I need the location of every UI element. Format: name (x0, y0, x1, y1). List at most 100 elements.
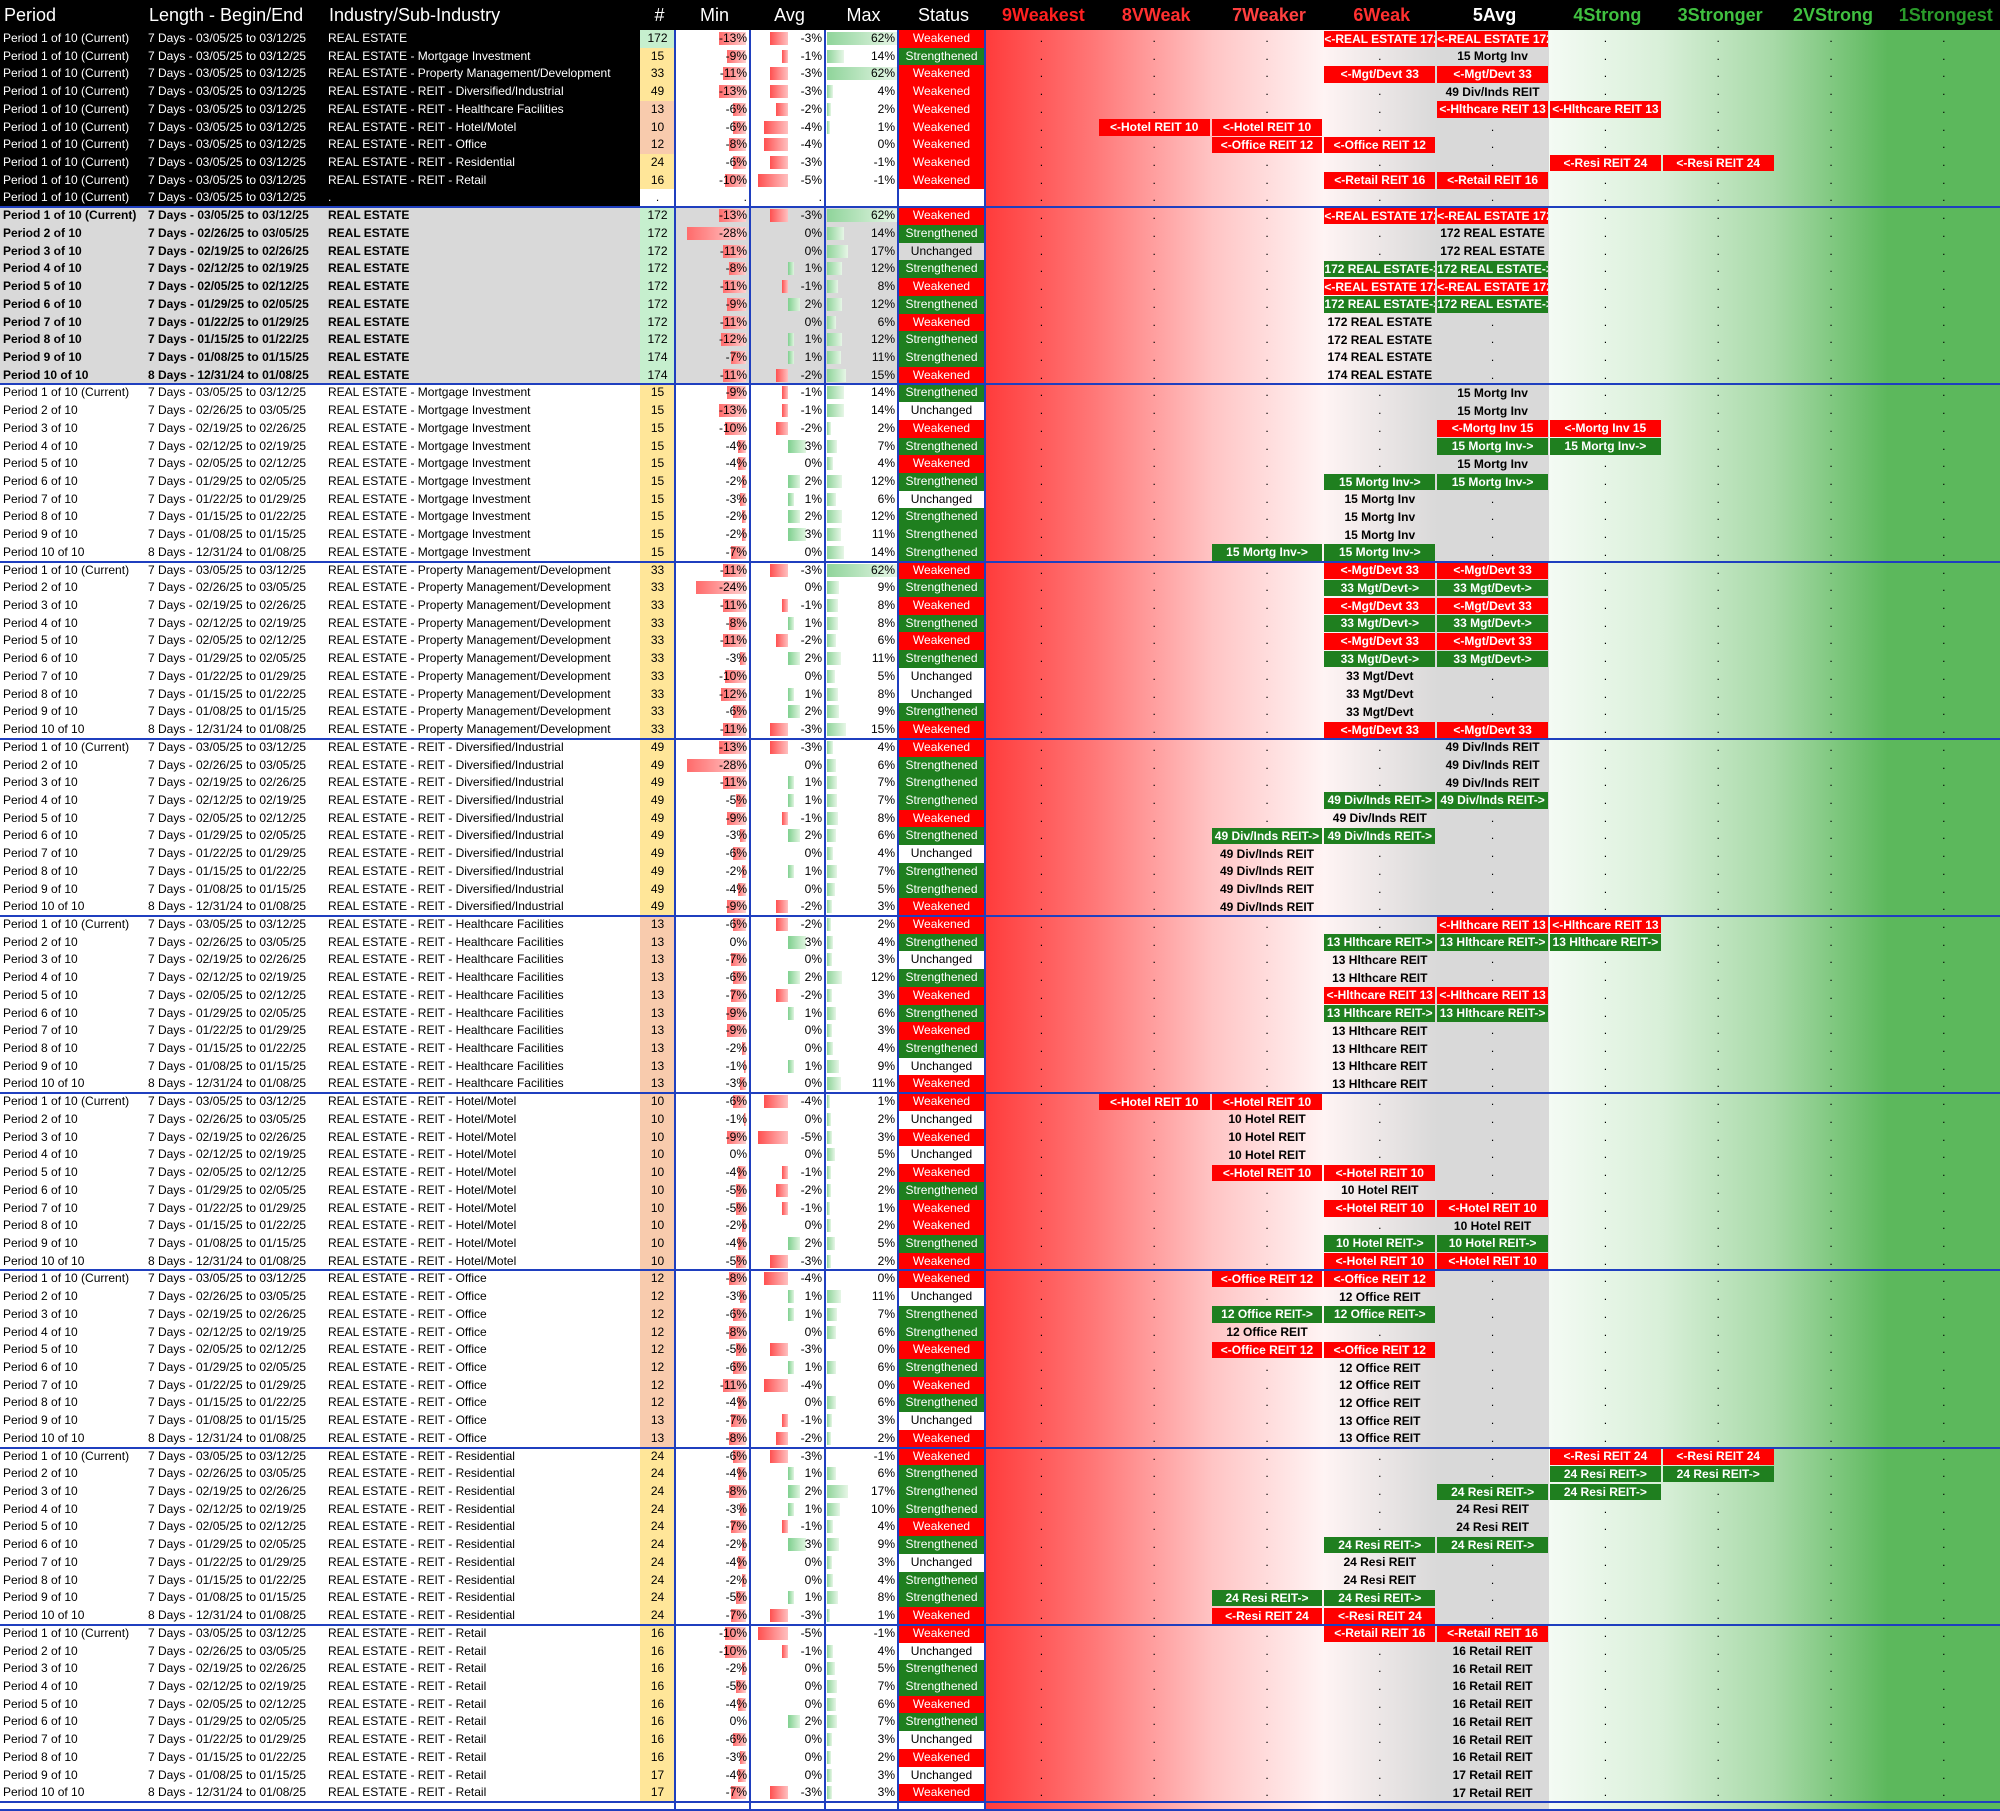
zone-badge[interactable]: 13 Hlthcare REIT-> (1437, 934, 1548, 951)
row-status[interactable]: Strengthened (898, 703, 985, 722)
row-status[interactable]: Strengthened (898, 331, 985, 349)
header-zone-6[interactable]: 6Weak (1323, 0, 1437, 30)
row-status[interactable]: Strengthened (898, 1359, 985, 1377)
row-status[interactable]: Weakened (898, 721, 985, 739)
zone-badge[interactable]: 24 Resi REIT-> (1324, 1589, 1436, 1607)
header-zone-4[interactable]: 4Strong (1549, 0, 1662, 30)
zone-badge[interactable]: 33 Mgt/Devt (1346, 704, 1414, 719)
zone-badge[interactable]: 172 REAL ESTATE (1440, 244, 1545, 259)
zone-badge[interactable]: 15 Mortg Inv (1344, 527, 1416, 542)
row-status[interactable]: Weakened (898, 65, 985, 84)
zone-badge[interactable]: 49 Div/Inds REIT (1332, 811, 1427, 826)
row-status[interactable]: Unchanged (910, 1058, 973, 1073)
row-status[interactable]: Strengthened (898, 969, 985, 987)
zone-badge[interactable]: 49 Div/Inds REIT (1445, 775, 1540, 790)
zone-badge[interactable]: 10 Hotel REIT (1228, 1147, 1306, 1162)
zone-badge[interactable]: 33 Mgt/Devt (1346, 669, 1414, 684)
zone-badge[interactable]: <-Hotel REIT 10 (1211, 1093, 1323, 1111)
zone-badge[interactable]: <-Hlthcare REIT 13 (1437, 916, 1548, 934)
row-status[interactable]: Weakened (898, 1376, 985, 1395)
row-status[interactable]: Strengthened (898, 47, 985, 66)
zone-badge[interactable]: 16 Retail REIT (1452, 1750, 1533, 1765)
row-status[interactable]: Unchanged (910, 403, 973, 418)
zone-badge[interactable]: 12 Office REIT (1339, 1378, 1421, 1393)
zone-badge[interactable]: <-REAL ESTATE 172 (1324, 30, 1436, 48)
zone-badge[interactable]: <-Office REIT 12 (1324, 1341, 1436, 1359)
zone-badge[interactable]: 33 Mgt/Devt-> (1324, 615, 1436, 632)
row-status[interactable]: Strengthened (898, 295, 985, 314)
zone-badge[interactable]: <-Mortg Inv 15 (1437, 420, 1548, 437)
row-status[interactable]: Strengthened (898, 1677, 985, 1696)
zone-badge[interactable]: 12 Office REIT-> (1211, 1306, 1323, 1323)
zone-badge[interactable]: <-Hotel REIT 10 (1211, 119, 1323, 136)
zone-badge[interactable]: <-Retail REIT 16 (1437, 1625, 1548, 1642)
row-status[interactable]: Strengthened (898, 526, 985, 544)
zone-badge[interactable]: 24 Resi REIT-> (1211, 1589, 1323, 1607)
zone-badge[interactable]: 13 Hlthcare REIT-> (1550, 934, 1661, 951)
zone-badge[interactable]: 13 Hlthcare REIT-> (1324, 934, 1436, 951)
row-status[interactable]: Strengthened (898, 1323, 985, 1342)
row-status[interactable]: Strengthened (898, 862, 985, 881)
row-status[interactable]: Weakened (898, 1695, 985, 1714)
zone-badge[interactable]: <-Mgt/Devt 33 (1437, 65, 1548, 83)
row-status[interactable]: Strengthened (898, 1589, 985, 1608)
row-status[interactable]: Weakened (898, 154, 985, 172)
row-status[interactable]: Weakened (898, 986, 985, 1005)
zone-badge[interactable]: 12 Office REIT-> (1324, 1306, 1436, 1323)
zone-badge[interactable]: 49 Div/Inds REIT (1445, 740, 1540, 755)
zone-badge[interactable]: 33 Mgt/Devt-> (1437, 650, 1548, 668)
row-status[interactable]: Strengthened (898, 1500, 985, 1519)
zone-badge[interactable]: 15 Mortg Inv (1457, 49, 1528, 64)
zone-badge[interactable]: 10 Hotel REIT (1453, 1218, 1532, 1233)
zone-badge[interactable]: <-Mortg Inv 15 (1550, 420, 1661, 437)
zone-badge[interactable]: <-Hotel REIT 10 (1437, 1200, 1548, 1217)
zone-badge[interactable]: <-Mgt/Devt 33 (1324, 562, 1436, 579)
row-status[interactable]: Unchanged (910, 686, 973, 701)
zone-badge[interactable]: <-Mgt/Devt 33 (1437, 597, 1548, 615)
zone-badge[interactable]: 10 Hotel REIT (1228, 1130, 1306, 1145)
row-status[interactable]: Unchanged (910, 1767, 973, 1782)
row-status[interactable]: Strengthened (898, 543, 985, 562)
zone-badge[interactable]: <-REAL ESTATE 172 (1324, 278, 1436, 296)
zone-badge[interactable]: 16 Retail REIT (1452, 1661, 1533, 1676)
row-status[interactable]: Weakened (898, 1022, 985, 1041)
zone-badge[interactable]: 49 Div/Inds REIT (1445, 758, 1540, 773)
row-status[interactable]: Weakened (898, 1270, 985, 1289)
zone-badge[interactable]: 49 Div/Inds REIT-> (1324, 792, 1436, 810)
zone-badge[interactable]: 24 Resi REIT-> (1550, 1465, 1661, 1483)
row-status[interactable]: Strengthened (898, 1181, 985, 1200)
zone-badge[interactable]: 172 REAL ESTATE-> (1437, 260, 1548, 278)
zone-badge[interactable]: 172 REAL ESTATE-> (1437, 296, 1548, 313)
row-status[interactable]: Weakened (898, 313, 985, 332)
zone-badge[interactable]: 10 Hotel REIT (1228, 1112, 1306, 1127)
header-industry[interactable]: Industry/Sub-Industry (325, 0, 640, 30)
row-status[interactable]: Strengthened (898, 933, 985, 952)
row-status[interactable]: Weakened (898, 809, 985, 828)
zone-badge[interactable]: 24 Resi REIT (1343, 1555, 1417, 1570)
zone-badge[interactable]: 174 REAL ESTATE (1327, 368, 1433, 383)
row-status[interactable]: Weakened (898, 1429, 985, 1448)
zone-badge[interactable]: <-Office REIT 12 (1211, 1341, 1323, 1359)
zone-badge[interactable]: 24 Resi REIT-> (1324, 1536, 1436, 1554)
zone-badge[interactable]: 10 Hotel REIT-> (1324, 1235, 1436, 1253)
row-status[interactable]: Strengthened (898, 1465, 985, 1484)
row-status[interactable]: Weakened (898, 1341, 985, 1359)
zone-badge[interactable]: 172 REAL ESTATE (1327, 332, 1433, 347)
header-zone-7[interactable]: 7Weaker (1210, 0, 1324, 30)
zone-badge[interactable]: 10 Hotel REIT (1341, 1183, 1419, 1198)
row-status[interactable]: Unchanged (910, 1732, 973, 1747)
row-status[interactable]: Weakened (898, 1075, 985, 1094)
row-status[interactable]: Strengthened (898, 1536, 985, 1554)
header-avg[interactable]: Avg (750, 0, 825, 30)
zone-badge[interactable]: <-Hotel REIT 10 (1437, 1253, 1548, 1270)
header-max[interactable]: Max (825, 0, 898, 30)
zone-badge[interactable]: 49 Div/Inds REIT (1219, 882, 1314, 897)
row-status[interactable]: Strengthened (898, 224, 985, 243)
row-status[interactable]: Unchanged (910, 1289, 973, 1304)
zone-badge[interactable]: 12 Office REIT (1339, 1360, 1421, 1375)
row-status[interactable]: Strengthened (898, 1483, 985, 1501)
zone-badge[interactable]: 12 Office REIT (1339, 1395, 1421, 1410)
row-status[interactable]: Unchanged (910, 846, 973, 861)
row-status[interactable]: Strengthened (898, 508, 985, 527)
row-status[interactable]: Strengthened (898, 791, 985, 810)
